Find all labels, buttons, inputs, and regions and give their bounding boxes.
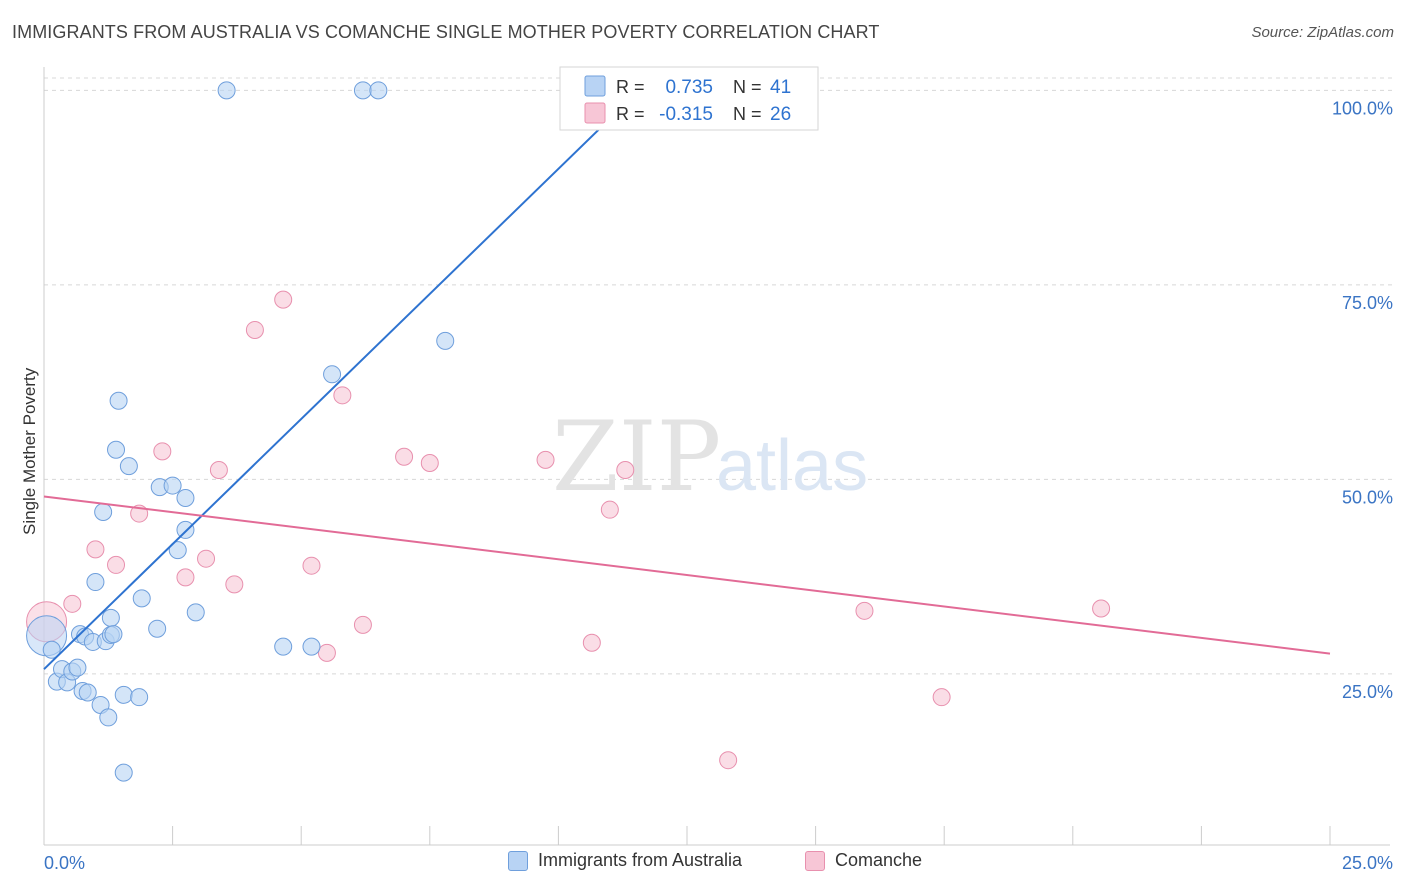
comanche-point-16 — [395, 447, 414, 466]
legend-item-comanche[interactable]: Comanche — [805, 850, 922, 871]
comanche-point-13 — [317, 643, 336, 662]
australia-point-10 — [78, 683, 97, 702]
comanche-point-6 — [176, 568, 195, 587]
y-tick-label-100: 100.0% — [1332, 98, 1393, 118]
comanche-point-21 — [616, 461, 635, 480]
comanche-point-17 — [420, 454, 439, 473]
australia-point-22 — [114, 685, 133, 704]
australia-point-26 — [132, 589, 151, 608]
comanche-point-25 — [1092, 599, 1111, 618]
y-tick-label-25: 25.0% — [1342, 682, 1393, 702]
comanche-point-7 — [197, 549, 216, 568]
chart-title: IMMIGRANTS FROM AUSTRALIA VS COMANCHE SI… — [12, 22, 880, 42]
australia-point-39 — [369, 81, 388, 100]
x-tick-labels: 0.0% 25.0% — [44, 853, 1393, 873]
comanche-point-10 — [245, 320, 264, 339]
australia-point-35 — [274, 637, 293, 656]
australia-point-40 — [436, 331, 455, 350]
comanche-point-15 — [353, 615, 372, 634]
legend-r-value-1: 0.735 — [665, 77, 713, 98]
legend-label-comanche: Comanche — [835, 850, 923, 870]
comanche-trend-line — [43, 495, 1331, 655]
australia-point-29 — [163, 476, 182, 495]
legend-n-value-1: 41 — [770, 77, 791, 98]
australia-point-30 — [168, 541, 187, 560]
y-tick-label-75: 75.0% — [1342, 293, 1393, 313]
correlation-legend: R = 0.735 N = 41 R = -0.315 N = 26 — [559, 66, 819, 131]
legend-n-label-2: N = — [733, 104, 762, 124]
australia-point-24 — [119, 457, 138, 476]
australia-point-31 — [176, 520, 195, 539]
australia-point-27 — [148, 619, 167, 638]
australia-point-14 — [94, 503, 113, 522]
x-tick-label-min: 0.0% — [44, 853, 85, 873]
comanche-point-22 — [719, 751, 738, 770]
legend-label-australia: Immigrants from Australia — [538, 850, 743, 870]
comanche-point-8 — [209, 461, 228, 480]
source-label: Source: ZipAtlas.com — [1251, 24, 1394, 41]
legend-item-australia[interactable]: Immigrants from Australia — [508, 850, 742, 871]
legend-n-value-2: 26 — [770, 104, 791, 125]
australia-points — [26, 81, 455, 782]
australia-point-38 — [353, 81, 372, 100]
australia-point-33 — [186, 603, 205, 622]
watermark-atlas: atlas — [716, 426, 868, 506]
legend-swatch-australia — [584, 75, 606, 97]
x-ticks — [43, 826, 1331, 845]
comanche-point-23 — [855, 601, 874, 620]
comanche-point-1 — [63, 594, 82, 613]
comanche-point-11 — [274, 290, 293, 309]
watermark-zip: ZIP — [552, 401, 721, 513]
comanche-point-2 — [86, 540, 105, 559]
australia-point-34 — [217, 81, 236, 100]
australia-point-37 — [323, 365, 342, 384]
grid-lines — [44, 77, 1392, 675]
australia-point-19 — [104, 625, 123, 644]
australia-point-23 — [114, 763, 133, 782]
watermark: ZIP atlas — [552, 401, 868, 513]
australia-point-21 — [109, 391, 128, 410]
comanche-point-5 — [153, 442, 172, 461]
comanche-point-12 — [302, 556, 321, 575]
y-tick-label-50: 50.0% — [1342, 487, 1393, 507]
australia-point-1 — [42, 640, 61, 659]
comanche-point-19 — [582, 633, 601, 652]
comanche-point-20 — [600, 500, 619, 519]
australia-point-6 — [68, 658, 87, 677]
australia-point-20 — [107, 440, 126, 459]
x-tick-label-max: 25.0% — [1342, 853, 1393, 873]
comanche-point-18 — [536, 450, 555, 469]
australia-point-32 — [176, 489, 195, 508]
comanche-point-14 — [333, 386, 352, 405]
comanche-point-9 — [225, 575, 244, 594]
legend-swatch-australia-bottom — [508, 850, 528, 871]
legend-r-label-2: R = — [616, 104, 645, 124]
series-legend: Immigrants from Australia Comanche — [0, 850, 1406, 880]
trend-lines — [43, 88, 1331, 670]
comanche-point-24 — [932, 688, 951, 707]
australia-point-17 — [101, 608, 120, 627]
legend-swatch-comanche-bottom — [805, 850, 825, 871]
legend-n-label-1: N = — [733, 77, 762, 97]
australia-trend-line — [43, 88, 642, 670]
comanche-point-3 — [107, 555, 126, 574]
y-tick-labels: 25.0% 50.0% 75.0% 100.0% — [1332, 98, 1393, 702]
axes — [43, 67, 1390, 846]
legend-r-label-1: R = — [616, 77, 645, 97]
australia-point-25 — [130, 688, 149, 707]
australia-point-12 — [86, 573, 105, 592]
legend-r-value-2: -0.315 — [659, 104, 713, 125]
australia-point-36 — [302, 637, 321, 656]
australia-point-16 — [99, 708, 118, 727]
legend-swatch-comanche — [584, 102, 606, 124]
